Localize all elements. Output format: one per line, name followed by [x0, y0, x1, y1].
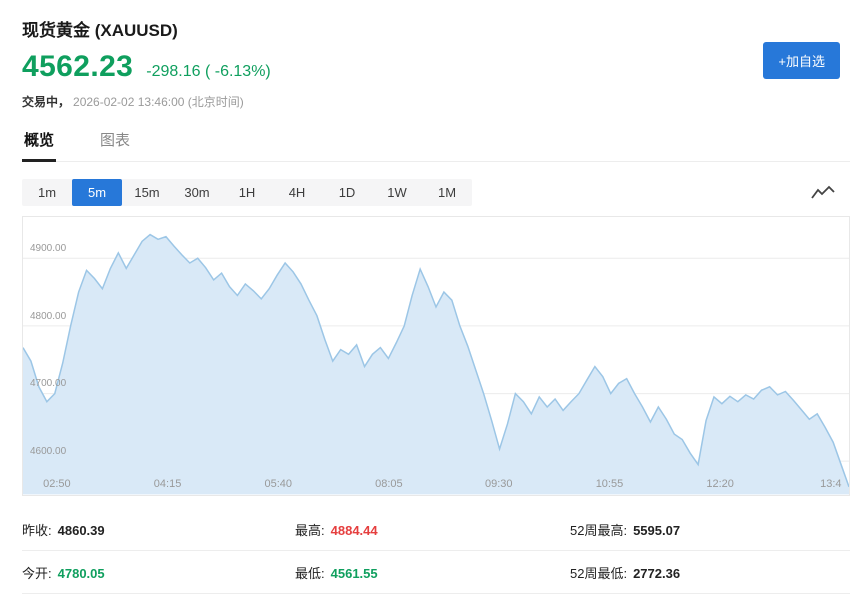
interval-15m[interactable]: 15m	[122, 179, 172, 206]
price-chart[interactable]: 4900.00 4800.00 4700.00 4600.00 02:50 04:15 0…	[22, 216, 850, 496]
interval-1m[interactable]: 1m	[22, 179, 72, 206]
interval-30m[interactable]: 30m	[172, 179, 222, 206]
stat-label: 最低:	[295, 566, 325, 581]
last-price: 4562.23	[22, 50, 134, 83]
chart-toolbar: 1m 5m 15m 30m 1H 4H 1D 1W 1M	[22, 179, 850, 206]
tab-chart[interactable]: 图表	[100, 132, 131, 149]
stat-value: 4884.44	[330, 523, 378, 538]
trading-status-label: 交易中，	[22, 95, 71, 109]
stat-value: 4561.55	[330, 566, 378, 581]
stat-value: 4860.39	[57, 523, 105, 538]
interval-1mo[interactable]: 1M	[422, 179, 472, 206]
quote-page: 现货黄金 (XAUUSD) +加自选 4562.23 -298.16 ( -6.…	[22, 0, 850, 594]
header: 现货黄金 (XAUUSD) +加自选 4562.23 -298.16 ( -6.…	[22, 0, 850, 110]
tab-bar: 概览 图表	[22, 129, 850, 162]
stats-row: 今开: 4780.05 最低: 4561.55 52周最低: 2772.36	[22, 551, 850, 594]
stat-label: 今开:	[22, 566, 52, 581]
interval-1w[interactable]: 1W	[372, 179, 422, 206]
stat-day-high: 最高: 4884.44	[295, 520, 570, 539]
interval-1h[interactable]: 1H	[222, 179, 272, 206]
interval-5m[interactable]: 5m	[72, 179, 122, 206]
stat-value: 2772.36	[633, 566, 681, 581]
stat-value: 4780.05	[57, 566, 105, 581]
interval-1d[interactable]: 1D	[322, 179, 372, 206]
market-status: 交易中， 2026-02-02 13:46:00 (北京时间)	[22, 93, 850, 110]
stats-table: 昨收: 4860.39 最高: 4884.44 52周最高: 5595.07 今开: 4…	[22, 508, 850, 594]
instrument-title: 现货黄金 (XAUUSD)	[22, 21, 178, 40]
stat-day-low: 最低: 4561.55	[295, 563, 570, 582]
stat-value: 5595.07	[633, 523, 681, 538]
stat-label: 52周最高:	[570, 523, 628, 538]
add-watchlist-button[interactable]: +加自选	[763, 42, 840, 79]
stat-prev-close: 昨收: 4860.39	[22, 520, 295, 539]
line-chart-style-button[interactable]	[808, 182, 838, 204]
stat-label: 52周最低:	[570, 566, 628, 581]
line-chart-icon	[810, 185, 836, 205]
interval-4h[interactable]: 4H	[272, 179, 322, 206]
stat-open: 今开: 4780.05	[22, 563, 295, 582]
area-chart	[23, 233, 849, 495]
stat-label: 昨收:	[22, 523, 52, 538]
price-section: 4562.23 -298.16 ( -6.13%)	[22, 50, 850, 84]
interval-selector: 1m 5m 15m 30m 1H 4H 1D 1W 1M	[22, 179, 472, 206]
stat-label: 最高:	[295, 523, 325, 538]
price-change: -298.16 ( -6.13%)	[146, 63, 271, 80]
stat-52w-low: 52周最低: 2772.36	[570, 563, 850, 582]
tab-overview[interactable]: 概览	[22, 129, 57, 162]
stat-52w-high: 52周最高: 5595.07	[570, 520, 850, 539]
quote-timestamp: 2026-02-02 13:46:00 (北京时间)	[73, 95, 244, 109]
stats-row: 昨收: 4860.39 最高: 4884.44 52周最高: 5595.07	[22, 508, 850, 551]
